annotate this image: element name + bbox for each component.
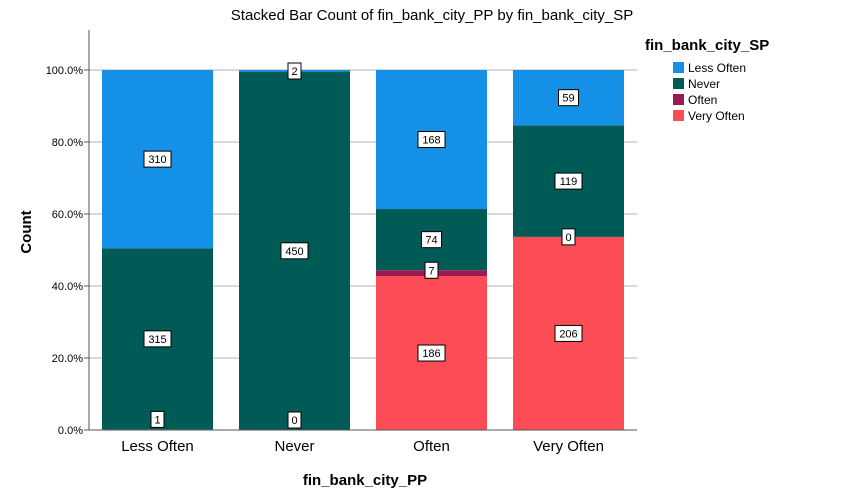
data-label-box: [558, 89, 579, 107]
data-label: 7: [424, 261, 439, 279]
data-label-box: [554, 172, 583, 190]
legend: fin_bank_city_SP Less Often Never Often Ver…: [645, 37, 769, 123]
legend-item-often: Often: [673, 93, 717, 107]
data-label-text: 206: [559, 328, 577, 340]
data-label: 74: [421, 231, 442, 249]
data-label-box: [150, 410, 165, 428]
legend-label: Never: [688, 77, 720, 91]
data-label-box: [417, 344, 446, 362]
legend-item-never: Never: [673, 77, 720, 91]
legend-swatch: [673, 62, 684, 73]
data-label-text: 74: [425, 235, 437, 247]
data-label: 1: [150, 410, 165, 428]
legend-label: Less Often: [688, 61, 746, 75]
data-label-box: [421, 231, 442, 249]
data-label: 450: [280, 242, 309, 260]
data-label-box: [554, 324, 583, 342]
x-tick-label: Never: [274, 438, 314, 455]
legend-label: Often: [688, 93, 717, 107]
data-label-text: 119: [560, 176, 578, 188]
legend-swatch: [673, 94, 684, 105]
data-label-text: 7: [428, 265, 434, 277]
data-label-text: 168: [422, 135, 440, 147]
legend-item-very-often: Very Often: [673, 109, 745, 123]
data-label-text: 2: [291, 66, 297, 78]
y-tick-label: 0.0%: [58, 425, 83, 437]
data-labels: 1 315 310 0 450 2 186 7 74 168 206 0 119 59: [143, 62, 583, 429]
data-label: 59: [558, 89, 579, 107]
legend-title: fin_bank_city_SP: [645, 37, 769, 54]
data-label-text: 1: [154, 414, 160, 426]
y-tick-label: 100.0%: [46, 65, 84, 77]
data-label-text: 315: [148, 334, 166, 346]
bars: [102, 70, 624, 430]
data-label: 0: [561, 228, 576, 246]
x-tick-label: Less Often: [121, 438, 194, 455]
data-label: 119: [554, 172, 583, 190]
data-label-box: [143, 150, 172, 168]
legend-item-less-often: Less Often: [673, 61, 746, 75]
x-tick-label: Very Often: [533, 438, 604, 455]
data-label-text: 186: [422, 348, 440, 360]
data-label-text: 0: [291, 415, 297, 427]
data-label-box: [417, 131, 446, 149]
legend-swatch: [673, 78, 684, 89]
x-tick-label: Often: [413, 438, 450, 455]
data-label-box: [280, 242, 309, 260]
data-label-box: [561, 228, 576, 246]
legend-label: Very Often: [688, 109, 745, 123]
data-label-text: 59: [562, 93, 574, 105]
data-label: 168: [417, 131, 446, 149]
data-label-box: [287, 62, 302, 80]
data-label: 186: [417, 344, 446, 362]
data-label: 2: [287, 62, 302, 80]
data-label-box: [143, 330, 172, 348]
axes: 0.0% 20.0% 40.0% 60.0% 80.0% 100.0% Less Often…: [46, 30, 637, 455]
data-label: 0: [287, 411, 302, 429]
x-axis-title: fin_bank_city_PP: [303, 472, 427, 489]
data-label: 315: [143, 330, 172, 348]
y-tick-label: 60.0%: [52, 209, 83, 221]
data-label-box: [424, 261, 439, 279]
legend-swatch: [673, 110, 684, 121]
data-label: 206: [554, 324, 583, 342]
data-label: 310: [143, 150, 172, 168]
y-tick-label: 80.0%: [52, 137, 83, 149]
data-label-box: [287, 411, 302, 429]
data-label-text: 310: [148, 154, 166, 166]
y-axis-title: Count: [18, 210, 35, 253]
data-label-text: 450: [285, 246, 303, 258]
y-tick-label: 40.0%: [52, 281, 83, 293]
chart-title: Stacked Bar Count of fin_bank_city_PP by…: [231, 7, 633, 24]
data-label-text: 0: [565, 232, 571, 244]
y-tick-label: 20.0%: [52, 353, 83, 365]
